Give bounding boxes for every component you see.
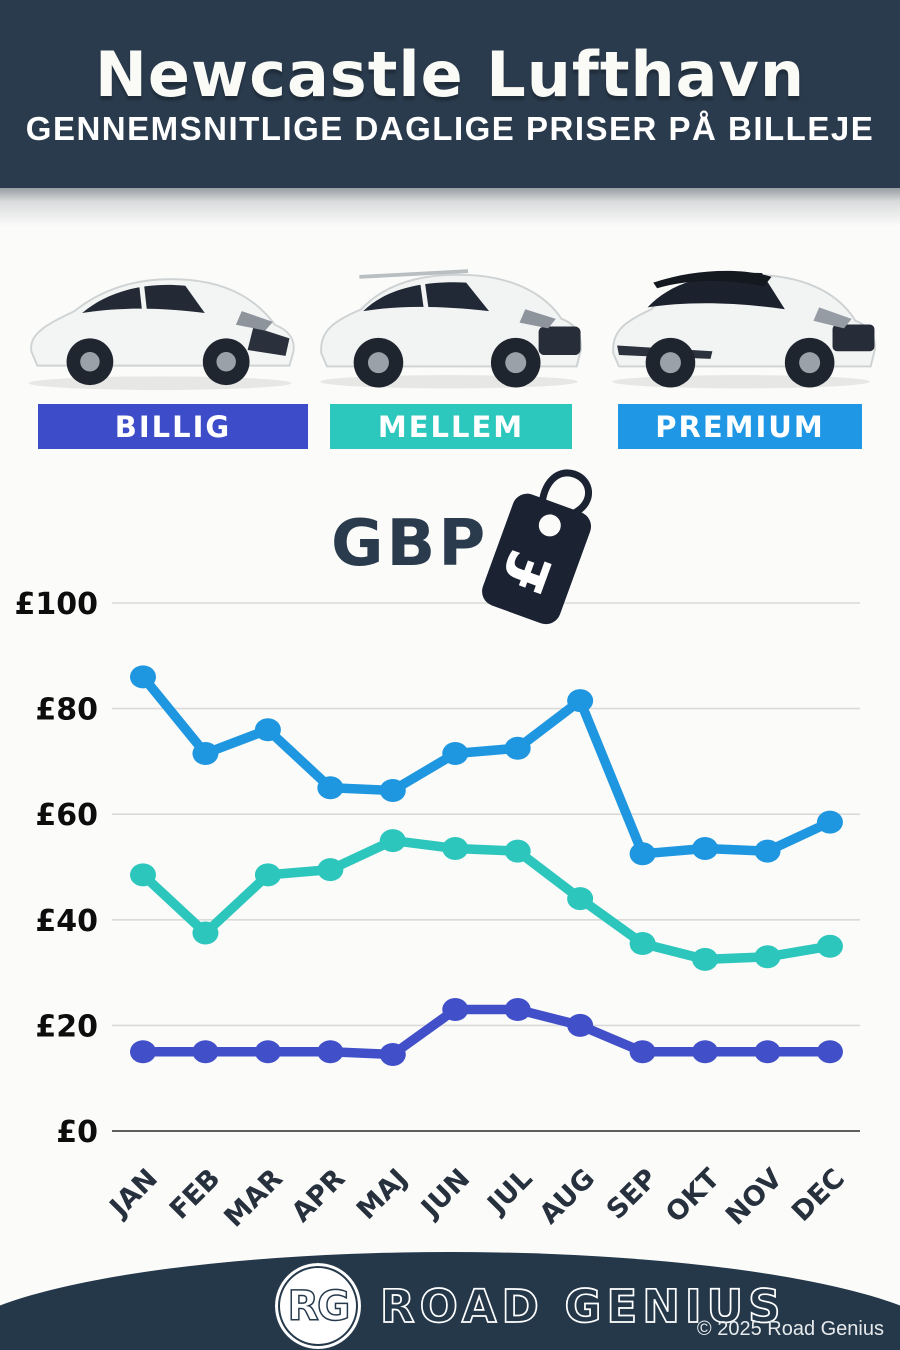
data-point-premium <box>567 689 594 713</box>
pound-price-tag-icon: £ <box>482 469 592 625</box>
x-tick-label: DEC <box>786 1163 851 1228</box>
tier-label-billig: BILLIG <box>38 404 308 449</box>
y-tick-label: £80 <box>35 693 98 728</box>
y-tick-label: £40 <box>35 904 98 939</box>
y-tick-label: £60 <box>35 798 98 833</box>
data-point-mellem <box>254 863 281 887</box>
copyright-text: © 2025 Road Genius <box>696 1318 884 1340</box>
data-point-premium <box>754 839 781 863</box>
tier-label-text: BILLIG <box>114 409 232 444</box>
tier-label-premium: PREMIUM <box>618 404 862 449</box>
data-point-billig <box>629 1040 656 1064</box>
data-point-mellem <box>317 858 344 882</box>
logo-initials: RG <box>287 1282 348 1330</box>
rg-logo-initials-icon: RG <box>287 1281 351 1330</box>
data-point-mellem <box>692 947 719 971</box>
data-point-billig <box>379 1042 406 1066</box>
data-point-mellem <box>504 839 531 863</box>
data-point-premium <box>442 741 469 765</box>
data-point-billig <box>567 1013 594 1037</box>
data-point-premium <box>379 778 406 802</box>
data-point-mellem <box>379 829 406 853</box>
mellem-car-image <box>306 230 592 400</box>
series-line-premium <box>138 672 835 859</box>
x-tick-label: NOV <box>720 1163 788 1231</box>
data-point-billig <box>754 1040 781 1064</box>
data-point-billig <box>442 998 469 1022</box>
data-point-mellem <box>816 934 843 958</box>
data-point-mellem <box>754 945 781 969</box>
x-tick-label: MAJ <box>351 1163 414 1226</box>
brand-wordmark: ROAD GENIUS <box>380 1279 786 1334</box>
y-tick-label: £100 <box>15 587 99 622</box>
x-tick-label: FEB <box>164 1163 227 1226</box>
page-title: Newcastle Lufthavn <box>94 37 806 111</box>
x-tick-label: APR <box>286 1163 352 1229</box>
premium-car-image <box>598 230 884 400</box>
data-point-billig <box>254 1040 281 1064</box>
data-point-premium <box>192 741 219 765</box>
header-shadow-gradient <box>0 188 900 226</box>
data-point-mellem <box>192 921 219 945</box>
tier-label-mellem: MELLEM <box>330 404 572 449</box>
data-point-billig <box>816 1040 843 1064</box>
series-line-billig <box>138 1004 835 1060</box>
luxury-suv-car-icon <box>612 270 876 389</box>
x-tick-label: JUN <box>414 1163 476 1225</box>
suv-car-icon <box>320 269 582 389</box>
data-point-billig <box>192 1040 219 1064</box>
hatchback-car-icon <box>28 278 295 390</box>
tier-label-text: PREMIUM <box>655 409 825 444</box>
header-banner: Newcastle Lufthavn GENNEMSNITLIGE DAGLIG… <box>0 0 900 188</box>
page-subtitle: GENNEMSNITLIGE DAGLIGE PRISER PÅ BILLEJE <box>25 109 875 147</box>
data-point-premium <box>130 665 156 689</box>
x-tick-label: JUL <box>481 1163 539 1221</box>
data-point-premium <box>254 718 281 742</box>
y-tick-label: £20 <box>35 1009 98 1044</box>
currency-code-label: GBP <box>331 507 489 581</box>
data-point-mellem <box>629 932 656 956</box>
tier-label-text: MELLEM <box>377 409 525 444</box>
x-tick-label: JAN <box>103 1163 164 1224</box>
x-tick-label: SEP <box>601 1163 664 1226</box>
data-point-premium <box>692 837 719 861</box>
rg-logo: RG <box>273 1261 363 1350</box>
data-point-premium <box>317 776 344 800</box>
data-point-mellem <box>130 863 156 887</box>
data-point-premium <box>816 810 843 834</box>
data-point-billig <box>130 1040 156 1064</box>
data-point-mellem <box>567 887 594 911</box>
y-tick-label: £0 <box>56 1115 98 1150</box>
data-point-billig <box>504 998 531 1022</box>
data-point-billig <box>692 1040 719 1064</box>
data-point-billig <box>317 1040 344 1064</box>
billig-car-image <box>14 230 306 400</box>
car-image-row <box>0 230 900 402</box>
series-line-mellem <box>138 835 835 965</box>
data-point-premium <box>629 842 656 866</box>
x-tick-label: AUG <box>534 1163 601 1230</box>
brand-name-text: ROAD GENIUS <box>380 1280 786 1333</box>
data-point-premium <box>504 736 531 760</box>
data-point-mellem <box>442 837 469 861</box>
x-tick-label: MAR <box>218 1163 289 1234</box>
x-tick-label: OKT <box>660 1163 726 1229</box>
